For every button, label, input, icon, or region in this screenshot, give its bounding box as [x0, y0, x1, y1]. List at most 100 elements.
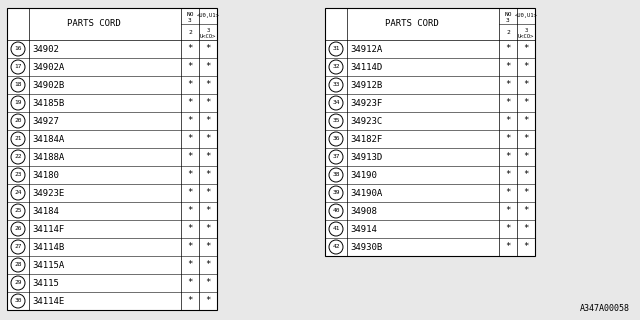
Text: *: * — [188, 243, 193, 252]
Text: 33: 33 — [332, 83, 340, 87]
Text: *: * — [205, 225, 211, 234]
Text: 24: 24 — [14, 190, 22, 196]
Text: <U0,U1>: <U0,U1> — [196, 13, 220, 19]
Text: *: * — [205, 243, 211, 252]
Text: 34913D: 34913D — [350, 153, 382, 162]
Text: *: * — [506, 62, 511, 71]
Text: 34182F: 34182F — [350, 134, 382, 143]
Text: *: * — [524, 225, 529, 234]
Text: *: * — [188, 134, 193, 143]
Text: *: * — [524, 153, 529, 162]
Text: 34115A: 34115A — [32, 260, 64, 269]
Text: 34190A: 34190A — [350, 188, 382, 197]
Text: 40: 40 — [332, 209, 340, 213]
Text: U<CO>: U<CO> — [518, 34, 534, 38]
Text: 36: 36 — [332, 137, 340, 141]
Text: 2: 2 — [506, 29, 510, 35]
Text: 16: 16 — [14, 46, 22, 52]
Text: *: * — [188, 153, 193, 162]
Text: 28: 28 — [14, 262, 22, 268]
Text: 34902: 34902 — [32, 44, 59, 53]
Text: *: * — [188, 297, 193, 306]
Text: 34114E: 34114E — [32, 297, 64, 306]
Text: 18: 18 — [14, 83, 22, 87]
Text: 19: 19 — [14, 100, 22, 106]
Text: *: * — [188, 260, 193, 269]
Text: 3: 3 — [524, 28, 527, 33]
Text: 35: 35 — [332, 118, 340, 124]
Text: *: * — [524, 171, 529, 180]
Text: 31: 31 — [332, 46, 340, 52]
Text: 34184: 34184 — [32, 206, 59, 215]
Text: *: * — [524, 243, 529, 252]
Text: *: * — [188, 206, 193, 215]
Text: *: * — [205, 188, 211, 197]
Text: A347A00058: A347A00058 — [580, 304, 630, 313]
Text: PARTS CORD: PARTS CORD — [385, 20, 439, 28]
Text: 3: 3 — [206, 28, 210, 33]
Text: 34914: 34914 — [350, 225, 377, 234]
Text: *: * — [188, 116, 193, 125]
Text: *: * — [524, 99, 529, 108]
Text: *: * — [524, 116, 529, 125]
Text: 17: 17 — [14, 65, 22, 69]
Text: 32: 32 — [332, 65, 340, 69]
Text: 34912A: 34912A — [350, 44, 382, 53]
Text: 34190: 34190 — [350, 171, 377, 180]
Text: *: * — [188, 62, 193, 71]
Text: *: * — [506, 44, 511, 53]
Text: 34114F: 34114F — [32, 225, 64, 234]
Text: *: * — [205, 278, 211, 287]
Text: 34185B: 34185B — [32, 99, 64, 108]
Text: 2: 2 — [188, 29, 192, 35]
Text: *: * — [524, 81, 529, 90]
Text: <U0,U1>: <U0,U1> — [515, 13, 538, 19]
Text: *: * — [205, 62, 211, 71]
Text: 21: 21 — [14, 137, 22, 141]
Text: 34912B: 34912B — [350, 81, 382, 90]
Text: *: * — [205, 99, 211, 108]
Text: *: * — [506, 171, 511, 180]
Text: *: * — [188, 99, 193, 108]
Text: 34114B: 34114B — [32, 243, 64, 252]
Text: 34923C: 34923C — [350, 116, 382, 125]
Text: NO: NO — [504, 12, 512, 17]
Text: 34902A: 34902A — [32, 62, 64, 71]
Text: *: * — [205, 171, 211, 180]
Text: *: * — [205, 116, 211, 125]
Text: 37: 37 — [332, 155, 340, 159]
Text: 34188A: 34188A — [32, 153, 64, 162]
Text: 26: 26 — [14, 227, 22, 231]
Text: 38: 38 — [332, 172, 340, 178]
Text: 34927: 34927 — [32, 116, 59, 125]
Text: *: * — [524, 206, 529, 215]
Text: *: * — [506, 206, 511, 215]
Text: *: * — [506, 225, 511, 234]
Text: 20: 20 — [14, 118, 22, 124]
Text: 34180: 34180 — [32, 171, 59, 180]
Text: *: * — [524, 44, 529, 53]
Text: *: * — [188, 44, 193, 53]
Text: 42: 42 — [332, 244, 340, 250]
Text: 41: 41 — [332, 227, 340, 231]
Text: *: * — [188, 278, 193, 287]
Text: *: * — [506, 153, 511, 162]
Text: 34114D: 34114D — [350, 62, 382, 71]
Text: 30: 30 — [14, 299, 22, 303]
Text: *: * — [506, 188, 511, 197]
Text: 22: 22 — [14, 155, 22, 159]
Text: 34902B: 34902B — [32, 81, 64, 90]
Text: 34923F: 34923F — [350, 99, 382, 108]
Text: *: * — [205, 206, 211, 215]
Text: *: * — [506, 243, 511, 252]
Text: *: * — [205, 44, 211, 53]
Text: *: * — [188, 171, 193, 180]
Text: *: * — [205, 260, 211, 269]
Text: *: * — [506, 81, 511, 90]
Text: 39: 39 — [332, 190, 340, 196]
Text: *: * — [506, 134, 511, 143]
Text: *: * — [205, 81, 211, 90]
Text: *: * — [506, 99, 511, 108]
Text: 34115: 34115 — [32, 278, 59, 287]
Bar — [7, 8, 217, 310]
